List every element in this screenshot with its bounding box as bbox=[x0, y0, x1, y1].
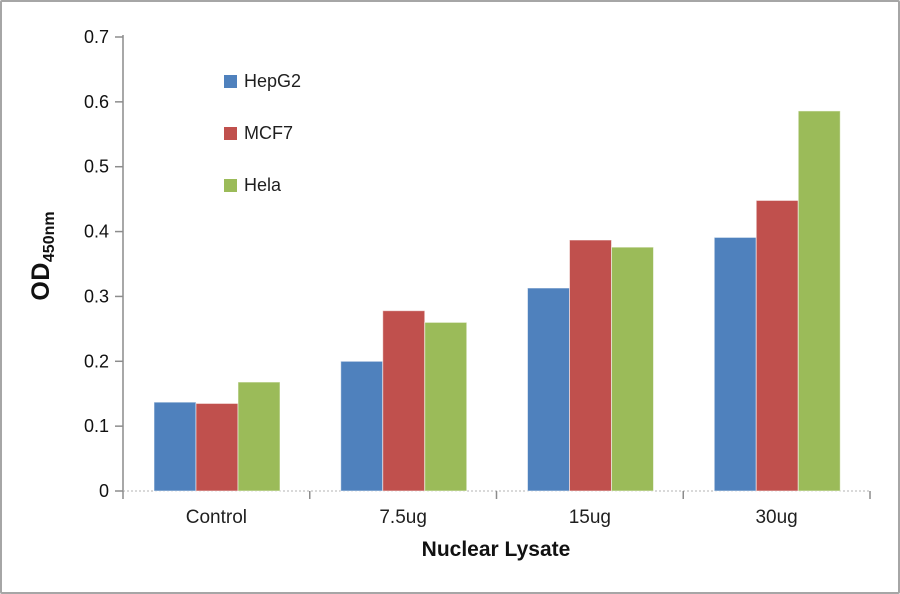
y-tick-label: 0.4 bbox=[84, 222, 109, 242]
y-tick-label: 0.3 bbox=[84, 286, 109, 306]
y-axis-title-text: OD bbox=[27, 262, 55, 301]
x-category-label: Control bbox=[186, 507, 247, 528]
bar-hela-7.5ug bbox=[424, 321, 468, 492]
legend-swatch-hepg2 bbox=[224, 74, 237, 88]
y-axis-title-subscript: 450nm bbox=[41, 211, 58, 263]
bar-mcf7-15ug bbox=[569, 239, 612, 492]
x-category-label: 30ug bbox=[755, 507, 797, 528]
x-category-label: 7.5ug bbox=[379, 507, 427, 528]
legend-label-mcf7: MCF7 bbox=[244, 123, 293, 143]
legend-item-hela: Hela bbox=[224, 174, 301, 196]
y-tick-label: 0.6 bbox=[84, 92, 109, 112]
bar-hela-30ug bbox=[797, 110, 841, 492]
y-tick-label: 0.1 bbox=[84, 416, 109, 436]
y-axis-title: OD450nm bbox=[27, 211, 59, 300]
x-axis-title: Nuclear Lysate bbox=[421, 538, 571, 561]
bar-hepg2-30ug bbox=[713, 236, 757, 492]
legend-item-mcf7: MCF7 bbox=[224, 122, 301, 144]
bar-mcf7-7.5ug bbox=[382, 310, 426, 492]
bar-hela-control bbox=[237, 381, 281, 492]
bar-hepg2-15ug bbox=[527, 287, 570, 492]
legend-item-hepg2: HepG2 bbox=[224, 70, 301, 92]
bar-mcf7-control bbox=[195, 402, 239, 492]
legend-swatch-mcf7 bbox=[224, 126, 237, 140]
bar-mcf7-30ug bbox=[755, 199, 799, 492]
legend-label-hela: Hela bbox=[244, 175, 282, 195]
legend-swatch-hela bbox=[224, 178, 237, 192]
y-tick-label: 0 bbox=[99, 481, 109, 501]
x-category-label: 15ug bbox=[569, 507, 611, 528]
legend-label-hepg2: HepG2 bbox=[244, 71, 302, 91]
bar-hela-15ug bbox=[611, 246, 654, 492]
y-tick-label: 0.2 bbox=[84, 351, 109, 371]
bar-hepg2-control bbox=[153, 401, 197, 492]
y-tick-label: 0.5 bbox=[84, 157, 109, 177]
bar-hepg2-7.5ug bbox=[340, 360, 384, 492]
y-tick-label: 0.7 bbox=[84, 27, 109, 47]
chart-legend: HepG2 MCF7 Hela bbox=[224, 70, 301, 226]
